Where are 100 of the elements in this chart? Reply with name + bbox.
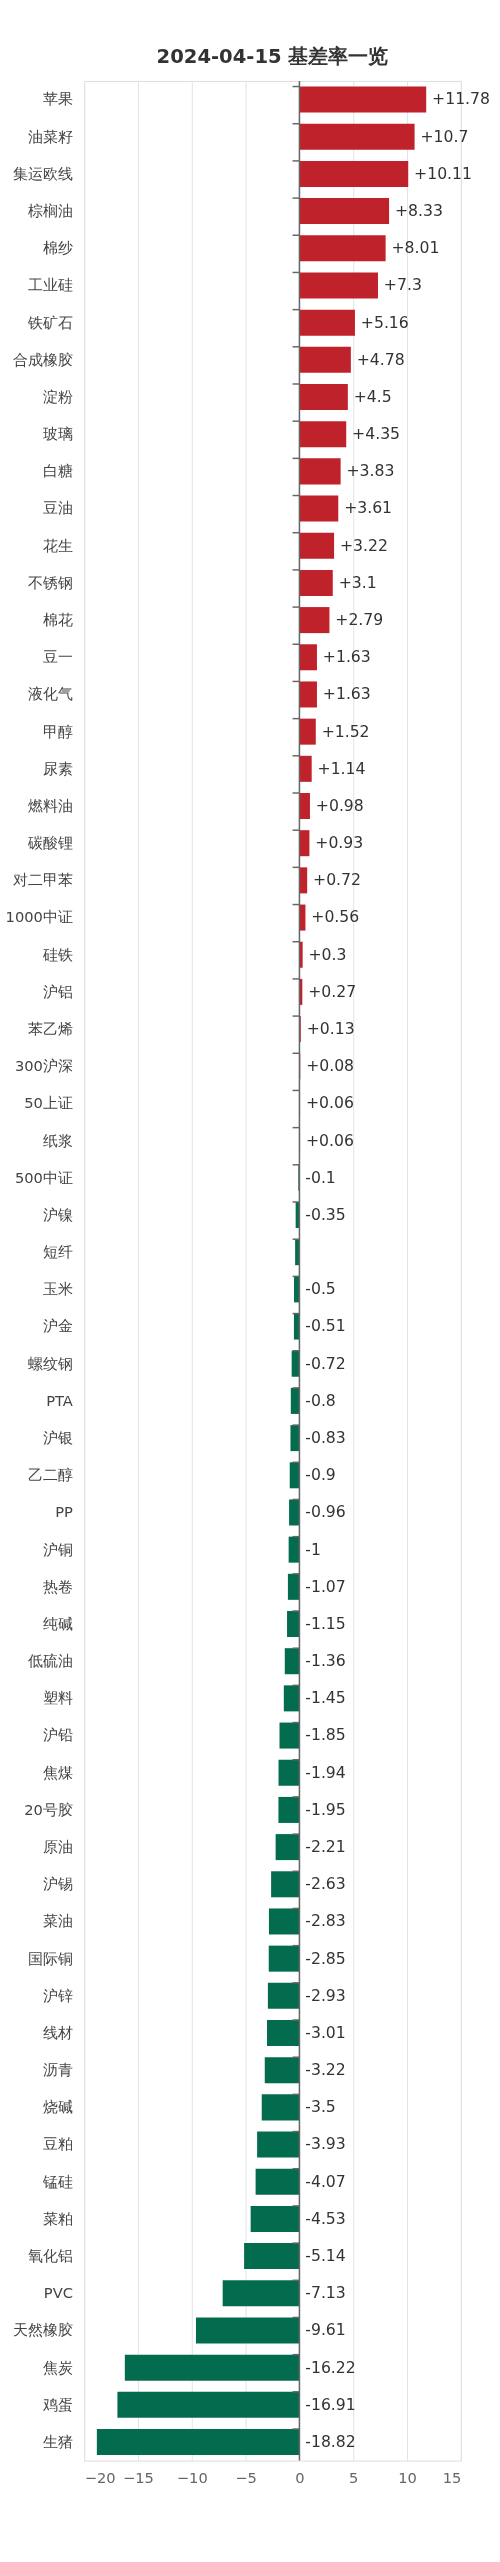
y-tick-label: 20号胶 <box>24 1800 73 1818</box>
y-tick-label: 对二甲苯 <box>12 871 73 889</box>
x-tick-label: 0 <box>295 2468 305 2486</box>
data-label: -0.1 <box>305 1167 336 1187</box>
y-tick-label: 短纤 <box>42 1243 73 1261</box>
y-tick-label: 铁矿石 <box>26 313 73 331</box>
y-tick-label: 锰硅 <box>41 2172 73 2190</box>
data-label: +10.11 <box>414 163 472 183</box>
y-tick-label: 棉花 <box>42 610 73 628</box>
y-tick-label: 50上证 <box>24 1094 73 1112</box>
data-label: -1.95 <box>305 1799 346 1819</box>
y-tick-label: 集运欧线 <box>12 164 73 182</box>
chart-title: 2024-04-15 基差率一览 <box>156 44 389 68</box>
y-tick-label: 沥青 <box>42 2061 73 2079</box>
y-tick-label: 合成橡胶 <box>12 350 73 368</box>
y-tick-label: 苹果 <box>42 90 73 108</box>
data-label: -1.45 <box>305 1688 346 1708</box>
data-label: +8.01 <box>391 238 440 258</box>
y-tick-label: 原油 <box>42 1838 73 1855</box>
data-label: +0.08 <box>306 1056 355 1076</box>
data-label: +1.14 <box>317 758 366 778</box>
y-tick-label: 油菜籽 <box>27 127 73 145</box>
y-tick-label: 焦煤 <box>42 1763 73 1781</box>
y-tick-label: 棉纱 <box>42 239 73 257</box>
data-label: +1.52 <box>321 721 370 741</box>
y-tick-label: 焦炭 <box>42 2358 73 2376</box>
y-tick-label: 线材 <box>42 2023 73 2041</box>
y-tick-label: 沪锡 <box>42 1875 73 1893</box>
y-tick-label: 菜粕 <box>42 2209 73 2227</box>
data-label: +5.16 <box>360 312 409 332</box>
data-label: -3.93 <box>305 2134 346 2154</box>
data-label: -1.94 <box>305 1762 346 1782</box>
data-label: -3.5 <box>305 2097 336 2117</box>
data-label: +0.98 <box>315 795 364 815</box>
y-tick-label: 液化气 <box>27 685 73 703</box>
y-tick-label: 尿素 <box>42 759 73 777</box>
y-tick-label: 沪铝 <box>42 982 73 1000</box>
data-label: +3.83 <box>346 461 395 481</box>
data-label: -1 <box>305 1539 321 1559</box>
y-tick-label: 烧碱 <box>42 2098 73 2116</box>
data-label: +4.35 <box>352 424 401 444</box>
y-tick-label: 热卷 <box>42 1577 73 1595</box>
data-label: +0.06 <box>305 1130 354 1150</box>
data-label: -1.15 <box>305 1613 346 1633</box>
y-tick-label: 豆一 <box>42 648 73 666</box>
y-tick-label: 纯碱 <box>42 1614 73 1632</box>
y-tick-label: 棕榈油 <box>27 201 73 219</box>
y-tick-label: 沪银 <box>42 1429 73 1446</box>
data-label: -0.96 <box>305 1502 346 1522</box>
y-tick-label: 鸡蛋 <box>41 2395 73 2413</box>
data-label: -2.93 <box>305 1985 346 2005</box>
data-label: -0.83 <box>305 1428 346 1447</box>
y-tick-label: 豆油 <box>42 499 73 517</box>
data-label: +0.27 <box>308 981 357 1001</box>
x-tick-label: 10 <box>398 2468 417 2486</box>
data-label: -2.85 <box>305 1948 346 1968</box>
y-tick-label: 塑料 <box>42 1689 73 1707</box>
y-tick-label: 苯乙烯 <box>27 1019 73 1037</box>
data-label: +0.06 <box>305 1093 354 1113</box>
data-label: -1.36 <box>305 1651 346 1671</box>
y-tick-label: 沪铜 <box>42 1540 73 1558</box>
data-label: -16.91 <box>305 2394 356 2414</box>
data-label: -2.21 <box>305 1837 346 1856</box>
y-tick-label: 乙二醇 <box>27 1466 73 1484</box>
data-label: +4.5 <box>353 386 392 406</box>
y-tick-label: PVC <box>43 2284 73 2302</box>
y-tick-label: 国际铜 <box>27 1949 73 1967</box>
y-tick-label: 不锈钢 <box>27 573 73 591</box>
y-tick-label: 甲醇 <box>42 722 73 740</box>
data-label: +2.79 <box>335 609 384 629</box>
data-label: +10.7 <box>420 126 469 146</box>
data-label: +4.78 <box>356 349 405 369</box>
data-label: +3.1 <box>338 572 377 592</box>
data-label: -5.14 <box>305 2246 346 2265</box>
data-label: +8.33 <box>394 200 443 220</box>
y-tick-label: 沪镍 <box>42 1205 73 1223</box>
y-tick-label: 低硫油 <box>27 1652 73 1670</box>
data-label: -0.51 <box>305 1316 346 1336</box>
data-label: -0.5 <box>305 1279 336 1299</box>
y-tick-label: 300沪深 <box>14 1057 73 1075</box>
x-tick-label: −20 <box>84 2468 116 2486</box>
data-label: -1.85 <box>305 1725 346 1745</box>
data-label: -4.07 <box>305 2171 346 2191</box>
data-label: -0.8 <box>305 1390 336 1410</box>
x-tick-label: −15 <box>122 2468 154 2486</box>
data-label: +7.3 <box>383 275 422 295</box>
y-tick-label: 氧化铝 <box>27 2247 73 2264</box>
data-label: -2.63 <box>305 1874 346 1894</box>
y-tick-label: 碳酸锂 <box>26 834 73 852</box>
data-label: -4.53 <box>305 2208 346 2228</box>
data-label: +1.63 <box>322 647 371 667</box>
data-label: +3.22 <box>339 535 388 555</box>
y-tick-label: 玉米 <box>42 1280 73 1298</box>
data-label: +1.63 <box>322 684 371 704</box>
y-tick-label: 玻璃 <box>42 425 73 443</box>
x-tick-label: 15 <box>442 2468 462 2486</box>
x-tick-label: 5 <box>349 2468 359 2486</box>
y-tick-label: 花生 <box>42 536 73 554</box>
y-tick-label: 沪锌 <box>42 1986 73 2004</box>
data-label: +3.61 <box>344 498 393 518</box>
